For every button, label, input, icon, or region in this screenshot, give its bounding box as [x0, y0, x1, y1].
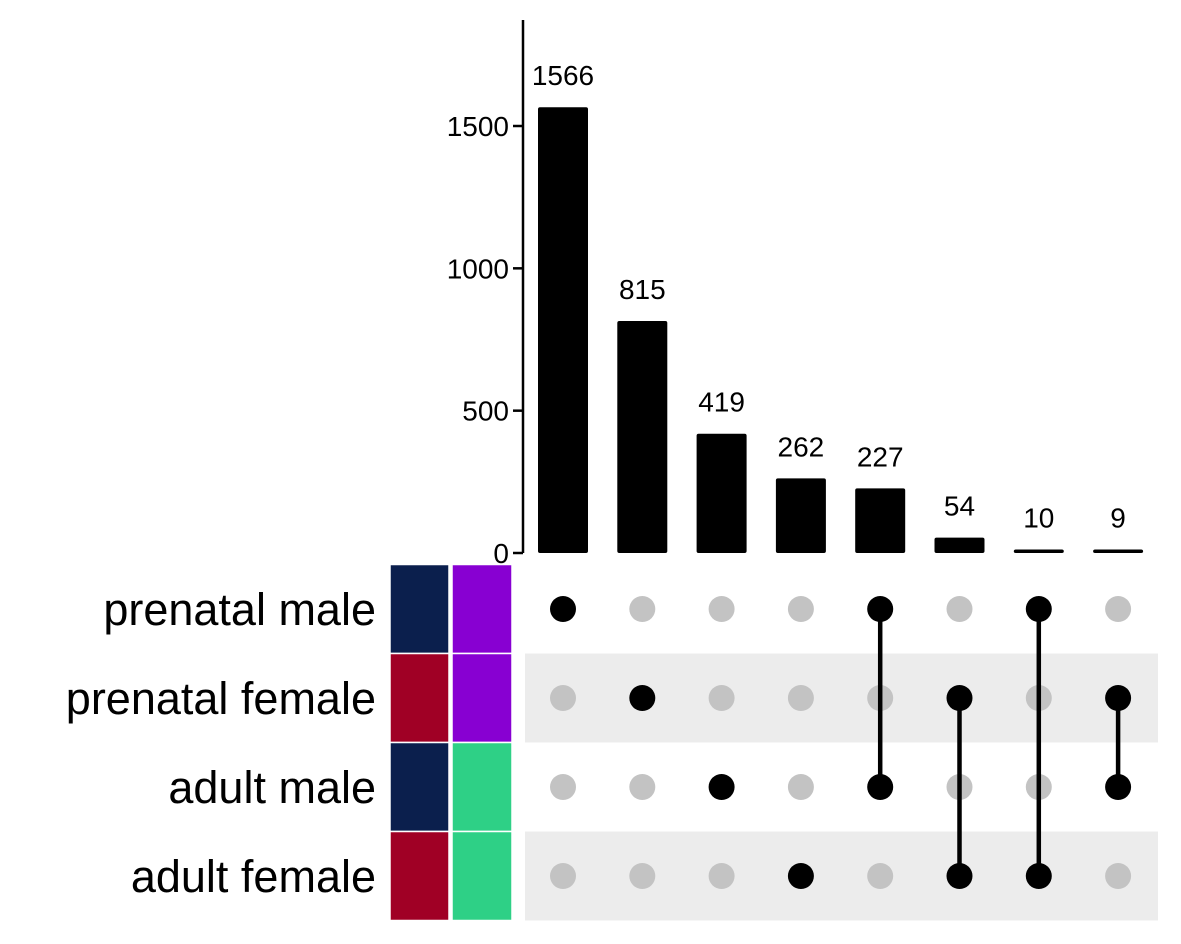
matrix-row-stripe [525, 653, 1158, 743]
matrix-dot-inactive [629, 774, 656, 800]
matrix-dot-inactive [629, 863, 656, 889]
matrix-dot-inactive [550, 774, 576, 800]
set-label: prenatal male [103, 584, 376, 635]
matrix-dot-inactive [787, 596, 814, 622]
matrix-dot-active [1025, 863, 1052, 889]
intersection-bar [696, 433, 747, 553]
matrix-dot-active [1105, 774, 1132, 800]
matrix-dot-inactive [708, 863, 735, 889]
intersection-bar [1093, 549, 1144, 553]
bar-value-label: 815 [619, 274, 666, 305]
intersection-bar [855, 488, 906, 553]
matrix-dot-inactive [708, 685, 735, 711]
set-labels: prenatal male prenatal female adult male ad… [66, 584, 376, 902]
matrix-dot-active [550, 596, 576, 622]
matrix-dot-inactive [708, 596, 735, 622]
set-annotation-cell [451, 741, 513, 833]
bar-value-label: 1566 [532, 60, 594, 91]
intersection-bar [617, 320, 668, 553]
matrix-dot-inactive [787, 685, 814, 711]
matrix-dot-inactive [946, 596, 973, 622]
bar-value-label: 10 [1023, 503, 1054, 534]
matrix-dot-inactive [550, 685, 576, 711]
intersection-bars [538, 107, 1144, 553]
set-label: adult female [131, 851, 376, 902]
bar-value-label: 54 [944, 491, 975, 522]
intersection-bar [538, 107, 588, 553]
matrix-row-stripes [525, 653, 1158, 921]
intersection-bar [1013, 549, 1064, 553]
set-annotation-cell [389, 563, 450, 655]
matrix-dot-inactive [867, 863, 894, 889]
set-label: prenatal female [66, 673, 376, 724]
set-label: adult male [168, 762, 376, 813]
bar-value-label: 262 [778, 431, 825, 462]
y-tick-label: 1000 [447, 253, 509, 284]
y-axis: 0 500 1000 1500 [447, 20, 525, 569]
matrix-dot-active [708, 774, 735, 800]
set-annotation-cell [451, 652, 513, 744]
matrix-dot-active [787, 863, 814, 889]
bar-value-labels: 1566 815 419 262 227 54 10 9 [532, 60, 1126, 533]
bar-value-label: 9 [1110, 503, 1126, 534]
bar-value-label: 227 [857, 441, 904, 472]
matrix-dot-inactive [1105, 596, 1132, 622]
matrix-dot-active [946, 863, 973, 889]
matrix-row-stripe [525, 831, 1158, 921]
matrix-dot-active [629, 685, 656, 711]
set-annotation-cell [451, 563, 513, 655]
intersection-bar [934, 537, 985, 553]
set-annotation-cell [389, 830, 450, 922]
matrix-dot-inactive [550, 863, 576, 889]
bar-value-label: 419 [698, 387, 745, 418]
matrix-dot-active [867, 774, 894, 800]
matrix-dot-active [1025, 596, 1052, 622]
matrix-dot-inactive [1105, 863, 1132, 889]
matrix-dot-inactive [787, 774, 814, 800]
set-annotation-strips [389, 563, 513, 922]
matrix-dot-active [946, 685, 973, 711]
set-annotation-cell [451, 830, 513, 922]
intersection-bar [775, 478, 826, 553]
set-annotation-cell [389, 741, 450, 833]
y-tick-label: 500 [462, 396, 509, 427]
set-annotation-cell [389, 652, 450, 744]
y-tick-label: 0 [493, 538, 509, 569]
matrix-dot-inactive [629, 596, 656, 622]
matrix-dot-active [867, 596, 894, 622]
matrix-dot-active [1105, 685, 1132, 711]
y-tick-label: 1500 [447, 111, 509, 142]
intersection-matrix [550, 596, 1132, 889]
